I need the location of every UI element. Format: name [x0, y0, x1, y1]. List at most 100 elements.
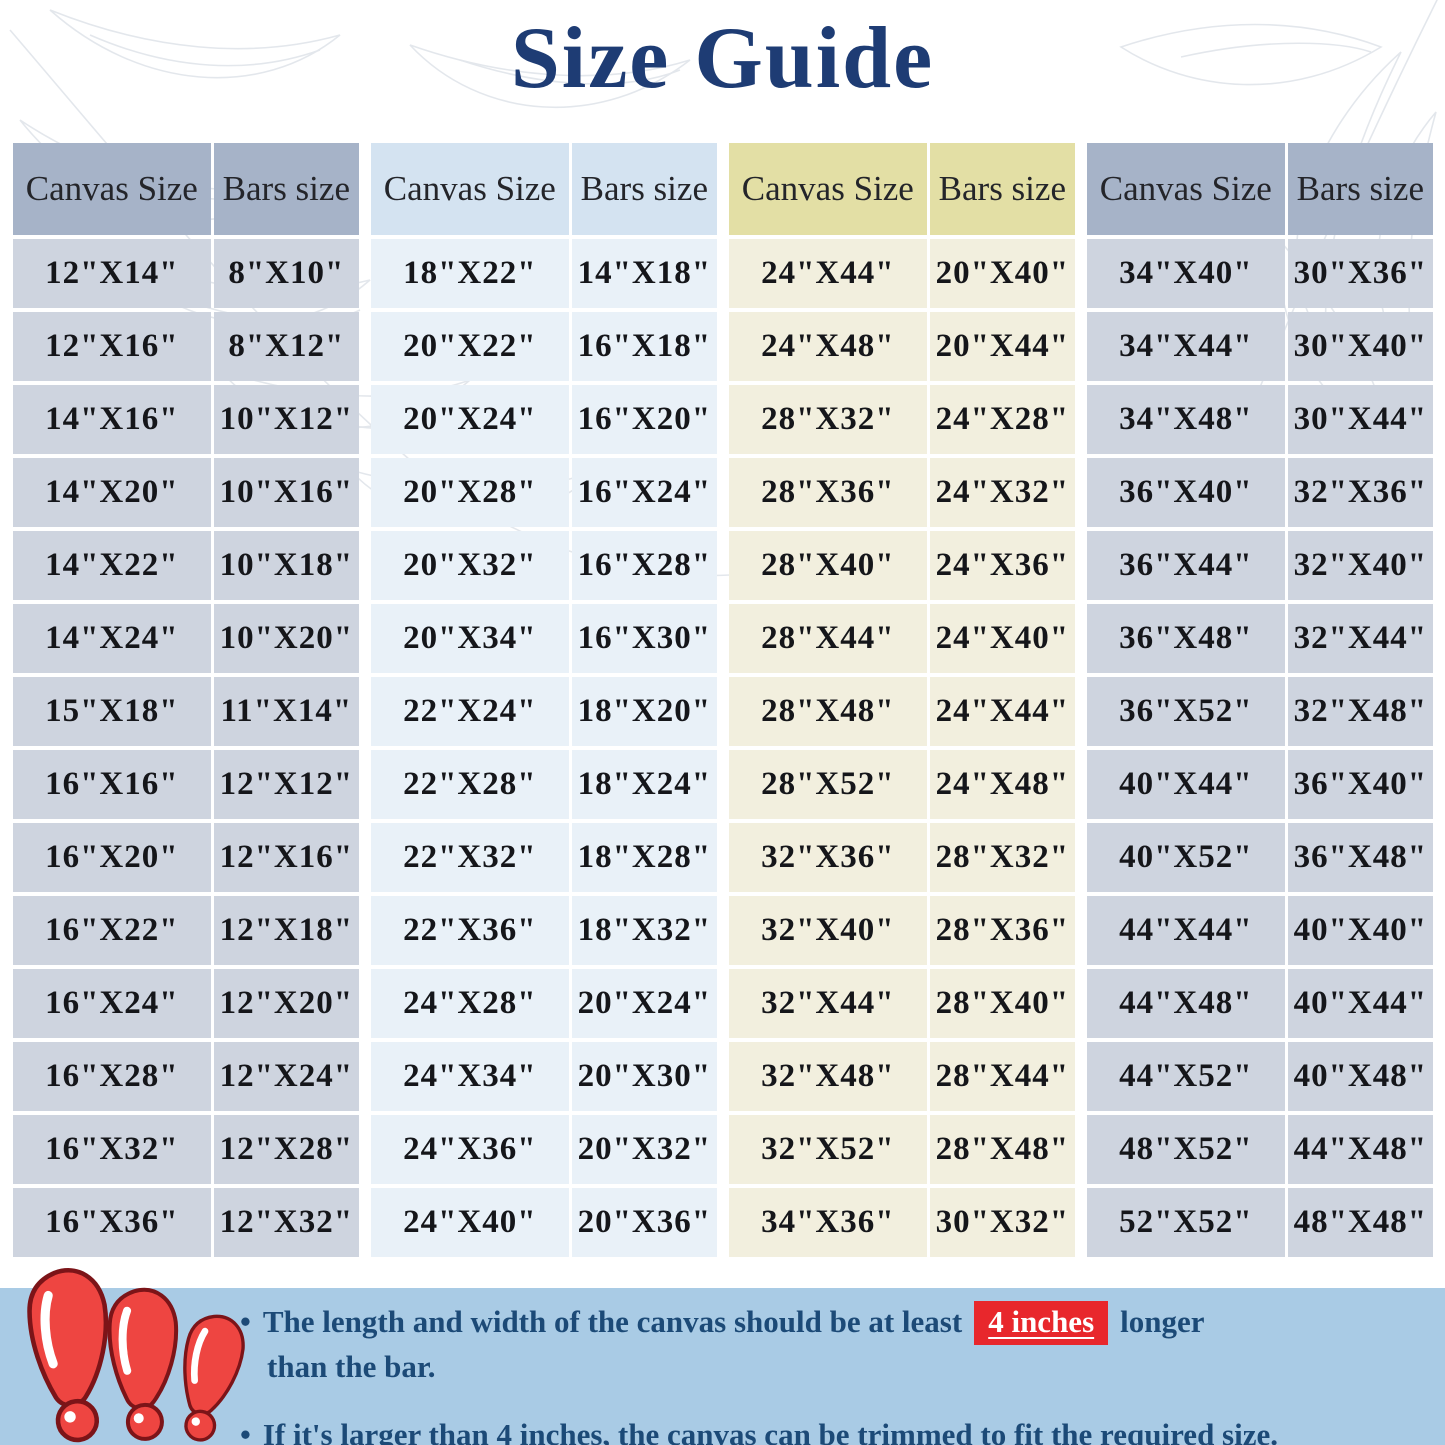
- size-row: 16"X16" 12"X12": [13, 750, 359, 819]
- bars-size-cell: 40"X48": [1287, 1042, 1433, 1111]
- canvas-size-cell: 16"X16": [13, 750, 211, 819]
- canvas-size-cell: 52"X52": [1087, 1188, 1285, 1257]
- bars-size-cell: 16"X18": [571, 312, 717, 381]
- bars-size-cell: 18"X28": [571, 823, 717, 892]
- page-title: Size Guide: [510, 10, 935, 107]
- bullet-icon: •: [240, 1417, 251, 1445]
- canvas-size-cell: 48"X52": [1087, 1115, 1285, 1184]
- bars-size-header: Bars size: [929, 143, 1075, 235]
- size-table-2: Canvas Size Bars size 18"X22" 14"X18" 20"X22…: [371, 143, 717, 1257]
- bars-size-cell: 24"X40": [929, 604, 1075, 673]
- size-row: 15"X18" 11"X14": [13, 677, 359, 746]
- canvas-size-cell: 20"X32": [371, 531, 569, 600]
- canvas-size-cell: 34"X40": [1087, 239, 1285, 308]
- size-row: 32"X36" 28"X32": [729, 823, 1075, 892]
- canvas-size-cell: 44"X52": [1087, 1042, 1285, 1111]
- bars-size-cell: 24"X48": [929, 750, 1075, 819]
- canvas-size-cell: 44"X44": [1087, 896, 1285, 965]
- bars-size-cell: 8"X12": [213, 312, 359, 381]
- bars-size-cell: 28"X32": [929, 823, 1075, 892]
- bars-size-cell: 20"X30": [571, 1042, 717, 1111]
- bars-size-cell: 20"X36": [571, 1188, 717, 1257]
- canvas-size-cell: 15"X18": [13, 677, 211, 746]
- size-row: 18"X22" 14"X18": [371, 239, 717, 308]
- size-row: 28"X40" 24"X36": [729, 531, 1075, 600]
- bars-size-cell: 30"X40": [1287, 312, 1433, 381]
- bars-size-cell: 12"X18": [213, 896, 359, 965]
- bars-size-cell: 44"X48": [1287, 1115, 1433, 1184]
- canvas-size-header: Canvas Size: [13, 143, 211, 235]
- size-row: 40"X44" 36"X40": [1087, 750, 1433, 819]
- exclamation-marks-icon: [14, 1262, 252, 1445]
- size-row: 12"X14" 8"X10": [13, 239, 359, 308]
- bars-size-cell: 28"X44": [929, 1042, 1075, 1111]
- canvas-size-cell: 22"X24": [371, 677, 569, 746]
- canvas-size-cell: 20"X24": [371, 385, 569, 454]
- note-2: • If it's larger than 4 inches, the canva…: [240, 1413, 1435, 1445]
- size-row: 34"X48" 30"X44": [1087, 385, 1433, 454]
- canvas-size-cell: 14"X24": [13, 604, 211, 673]
- size-row: 40"X52" 36"X48": [1087, 823, 1433, 892]
- size-row: 28"X32" 24"X28": [729, 385, 1075, 454]
- size-row: 34"X44" 30"X40": [1087, 312, 1433, 381]
- size-row: 24"X28" 20"X24": [371, 969, 717, 1038]
- canvas-size-cell: 34"X44": [1087, 312, 1285, 381]
- canvas-size-cell: 40"X52": [1087, 823, 1285, 892]
- note-1-text: The length and width of the canvas shoul…: [262, 1304, 963, 1339]
- size-row: 12"X16" 8"X12": [13, 312, 359, 381]
- bars-size-cell: 20"X40": [929, 239, 1075, 308]
- canvas-size-cell: 32"X52": [729, 1115, 927, 1184]
- canvas-size-cell: 32"X40": [729, 896, 927, 965]
- canvas-size-cell: 16"X32": [13, 1115, 211, 1184]
- size-row: 16"X36" 12"X32": [13, 1188, 359, 1257]
- bars-size-cell: 28"X48": [929, 1115, 1075, 1184]
- canvas-size-cell: 24"X48": [729, 312, 927, 381]
- size-row: 24"X36" 20"X32": [371, 1115, 717, 1184]
- canvas-size-cell: 16"X28": [13, 1042, 211, 1111]
- bars-size-cell: 30"X32": [929, 1188, 1075, 1257]
- bars-size-cell: 32"X40": [1287, 531, 1433, 600]
- table-header-row: Canvas Size Bars size: [729, 143, 1075, 235]
- canvas-size-cell: 24"X28": [371, 969, 569, 1038]
- size-row: 16"X32" 12"X28": [13, 1115, 359, 1184]
- bars-size-cell: 16"X30": [571, 604, 717, 673]
- bars-size-cell: 24"X44": [929, 677, 1075, 746]
- bars-size-cell: 20"X24": [571, 969, 717, 1038]
- canvas-size-cell: 28"X44": [729, 604, 927, 673]
- size-table-4: Canvas Size Bars size 34"X40" 30"X36" 34"X44…: [1087, 143, 1433, 1257]
- bars-size-header: Bars size: [213, 143, 359, 235]
- bars-size-cell: 20"X32": [571, 1115, 717, 1184]
- canvas-size-cell: 12"X14": [13, 239, 211, 308]
- note-2-text: If it's larger than 4 inches, the canvas…: [262, 1417, 1279, 1445]
- note-1-line-1: • The length and width of the canvas shou…: [240, 1300, 1435, 1345]
- size-row: 48"X52" 44"X48": [1087, 1115, 1433, 1184]
- canvas-size-cell: 20"X28": [371, 458, 569, 527]
- canvas-size-cell: 40"X44": [1087, 750, 1285, 819]
- bars-size-cell: 36"X48": [1287, 823, 1433, 892]
- canvas-size-cell: 34"X36": [729, 1188, 927, 1257]
- canvas-size-header: Canvas Size: [371, 143, 569, 235]
- bars-size-cell: 18"X24": [571, 750, 717, 819]
- size-row: 22"X24" 18"X20": [371, 677, 717, 746]
- canvas-size-header: Canvas Size: [729, 143, 927, 235]
- size-row: 20"X34" 16"X30": [371, 604, 717, 673]
- bars-size-cell: 20"X44": [929, 312, 1075, 381]
- table-header-row: Canvas Size Bars size: [371, 143, 717, 235]
- canvas-size-cell: 16"X24": [13, 969, 211, 1038]
- bars-size-cell: 30"X36": [1287, 239, 1433, 308]
- canvas-size-cell: 22"X28": [371, 750, 569, 819]
- size-tables-row: Canvas Size Bars size 12"X14" 8"X10" 12"X16"…: [13, 143, 1433, 1257]
- canvas-size-cell: 16"X36": [13, 1188, 211, 1257]
- size-row: 32"X48" 28"X44": [729, 1042, 1075, 1111]
- bars-size-cell: 10"X20": [213, 604, 359, 673]
- size-row: 44"X48" 40"X44": [1087, 969, 1433, 1038]
- bars-size-cell: 11"X14": [213, 677, 359, 746]
- footer-band: [0, 1288, 1445, 1445]
- canvas-size-cell: 16"X20": [13, 823, 211, 892]
- bars-size-cell: 28"X36": [929, 896, 1075, 965]
- size-row: 32"X44" 28"X40": [729, 969, 1075, 1038]
- canvas-size-cell: 12"X16": [13, 312, 211, 381]
- bars-size-cell: 36"X40": [1287, 750, 1433, 819]
- bars-size-cell: 24"X36": [929, 531, 1075, 600]
- size-row: 34"X40" 30"X36": [1087, 239, 1433, 308]
